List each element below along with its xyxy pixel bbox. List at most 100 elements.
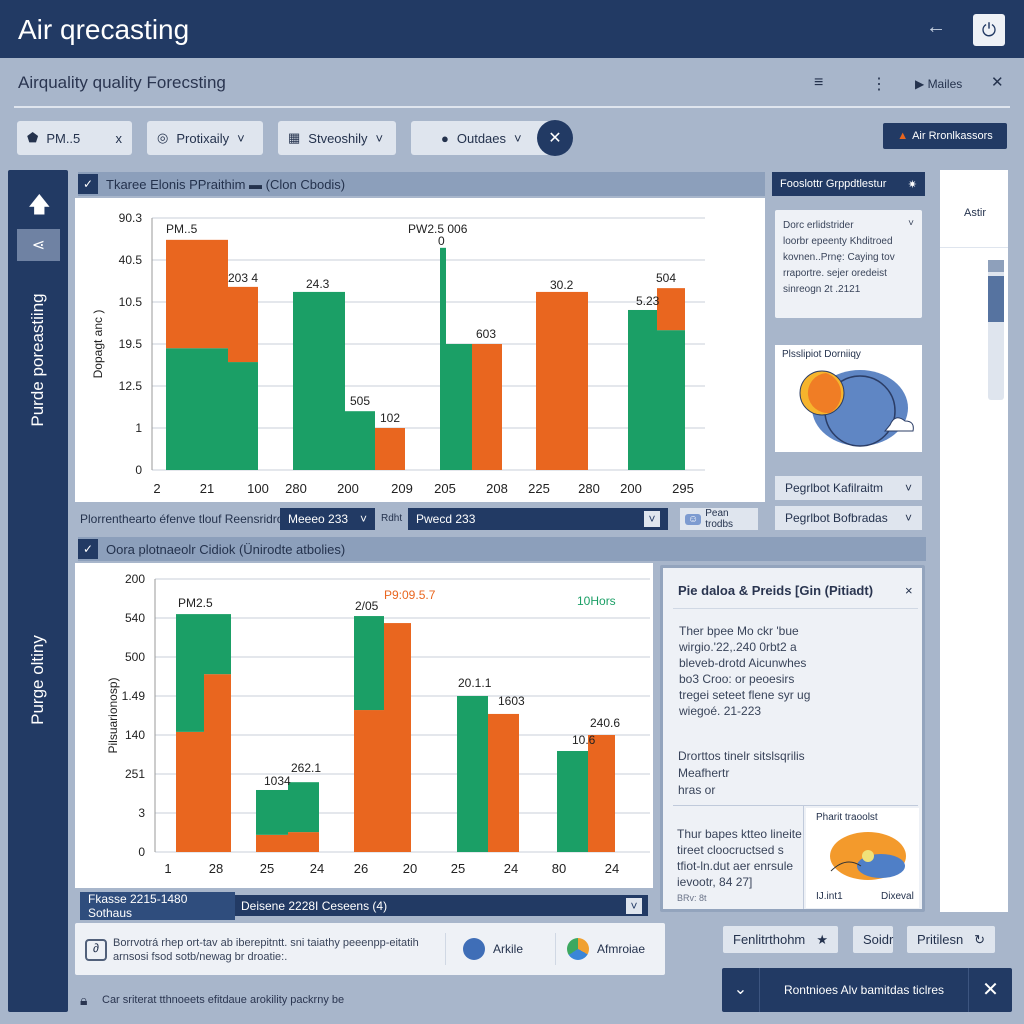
panel1-title: Tkaree Elonis PPraithim ▬ (Clon Cbodis)	[106, 176, 346, 192]
sidebar-item-quality[interactable]: Purge oltiny	[28, 635, 47, 725]
bar-green	[293, 291, 345, 470]
x-tick-label: 280	[578, 481, 600, 496]
play-icon: ▶	[915, 77, 928, 91]
arrow-left-icon[interactable]: ←	[926, 16, 946, 38]
chevron-down-icon: ˅	[375, 130, 384, 146]
far-right-label: Astir	[964, 207, 986, 219]
x-tick-label: 295	[672, 481, 694, 496]
divider	[673, 805, 918, 806]
chevron-down-icon[interactable]: ˅	[626, 897, 642, 914]
dropdown-label: Pegrlbot Bofbradas	[785, 511, 888, 525]
note: BRv: 8t	[677, 893, 707, 903]
close-icon[interactable]: ✕	[991, 74, 1004, 91]
filter-chip-pm25[interactable]: ⬟ PM..5 x	[17, 121, 132, 155]
data-label: 5.23	[636, 294, 660, 308]
card-line: Dorc erlidstrider	[783, 220, 854, 231]
list-icon[interactable]: ≡	[814, 74, 824, 91]
divider	[673, 608, 918, 609]
bar-orange	[657, 288, 685, 331]
afmroiae-link[interactable]: Afmroiae	[567, 938, 645, 960]
details-title: Pie daloa & Preids [Gin (Pitiadt)	[678, 583, 874, 598]
bar-green	[228, 362, 258, 470]
line: ievootr, 84 27]	[677, 875, 753, 889]
filter-chip-stveoshily[interactable]: ▦ Stveoshily ˅	[278, 121, 396, 155]
para-line: wirgio.'22,.240 0rbt2 a	[679, 640, 797, 654]
pritilesn-button[interactable]: Pritilesn ↻	[907, 926, 995, 953]
sidebar-item-forecasting[interactable]: Purde poreastiing	[28, 293, 47, 427]
toast-text: Rontnioes Alv bamitdas ticlres	[783, 983, 945, 997]
chart2: 200 540 500 1.49 140 251 3 0 Pilsuarionosp) 1 28 25…	[106, 572, 650, 876]
share-icon[interactable]: ⋖	[17, 229, 60, 261]
bar-green	[176, 614, 204, 732]
y-tick-label: 0	[138, 845, 145, 859]
select-value: Deisene 2228I Ceseens (4)	[241, 898, 388, 913]
line: tireet cloocructsed s	[677, 843, 784, 857]
arrow-up-icon[interactable]: 🡅	[28, 192, 51, 217]
line: Thur bapes ktteo lineite	[677, 827, 802, 841]
y-tick-label: 19.5	[119, 337, 143, 351]
close-icon[interactable]: ×	[905, 583, 913, 598]
button-label: Fenlitrthohm	[733, 932, 806, 947]
drop-icon: ⬟	[27, 130, 39, 145]
left-sidebar: 🡅 ⋖ Purde poreastiing Purge oltiny	[8, 170, 68, 1012]
power-icon[interactable]: ⏻	[973, 14, 1005, 46]
fenlitrthohm-button[interactable]: Fenlitrthohm ★	[723, 926, 838, 953]
select-pwecd[interactable]: Pwecd 233 ˅	[408, 508, 668, 530]
link-label: Afmroiae	[597, 942, 646, 956]
data-label: 102	[380, 411, 400, 425]
x-tick-label: 25	[260, 861, 274, 876]
dropdown-kafilraitm[interactable]: Pegrlbot Kafilraitm ˅	[775, 476, 922, 500]
filter-chip-protixaily[interactable]: ◎ Protixaily ˅	[147, 121, 263, 155]
bar-orange	[288, 832, 319, 852]
image-right-label: Dixeval	[881, 891, 914, 902]
clear-filters-button[interactable]: ✕	[537, 120, 573, 156]
air-button[interactable]: ▲ Air Rronlkassors	[883, 123, 1007, 149]
select-meeeo[interactable]: Meeeo 233 ˅	[280, 508, 375, 530]
scroll-up[interactable]	[988, 260, 1004, 272]
y-tick-label: 10.5	[119, 295, 143, 309]
bar-orange	[588, 735, 615, 852]
bar-orange	[204, 674, 231, 852]
scroll-thumb[interactable]	[988, 276, 1004, 322]
x-tick-label: 1	[164, 861, 171, 876]
kebab-icon[interactable]: ⋮	[871, 76, 887, 93]
chevron-down-icon[interactable]: ⌄	[722, 968, 760, 1012]
pean-button[interactable]: ☺ Pean trodbs	[680, 508, 758, 530]
y-tick-label: 540	[125, 611, 145, 625]
user-label: Mailes	[927, 77, 963, 91]
panel2-title: Oora plotnaeolr Cidiok (Ünirodte atbolie…	[106, 541, 346, 557]
y-tick-label: 40.5	[119, 253, 143, 267]
chip-close-icon[interactable]: x	[115, 130, 123, 146]
filter-chip-outdaes[interactable]: ● Outdaes ˅	[411, 121, 556, 155]
chart1-container: 90.3 40.5 10.5 19.5 12.5 1 0 Dopagt anc ) 2 21 100…	[75, 198, 765, 502]
bar-green	[288, 782, 319, 833]
alert-icon: ▲	[897, 130, 909, 142]
date-range-bar[interactable]: Fkasse 2215-1480 Sothaus Deisene 2228I C…	[80, 891, 648, 920]
x-tick-label: 100	[247, 481, 269, 496]
para-line: bleveb-drotd Aicunwhes	[679, 656, 807, 670]
y-tick-label: 0	[135, 463, 142, 477]
bar-orange	[354, 710, 384, 852]
para-line: bo3 Croo: or peoesirs	[679, 672, 795, 686]
chip-label: PM..5	[46, 130, 81, 146]
robot-icon: ☺	[685, 513, 702, 525]
chevron-down-icon[interactable]: ˅	[908, 218, 914, 229]
info-line: Borrvotrá rhep ort-tav ab iberepitntt. s…	[113, 937, 419, 949]
bar-orange	[375, 428, 405, 470]
info-text: Borrvotrá rhep ort-tav ab iberepitntt. s…	[113, 936, 419, 964]
bar-green	[256, 789, 288, 835]
info-bar: ∂ Borrvotrá rhep ort-tav ab iberepitntt.…	[75, 923, 665, 975]
chip-label: Stveoshily	[308, 130, 368, 146]
data-label: 203 4	[228, 271, 258, 285]
chip-label: Protixaily	[176, 130, 230, 146]
arkile-link[interactable]: Arkile	[463, 938, 523, 960]
card-line: loorbr epeenty Khditroed	[783, 236, 893, 247]
close-icon[interactable]: ✕	[968, 968, 1012, 1012]
dropdown-bofbradas[interactable]: Pegrlbot Bofbradas ˅	[775, 506, 922, 530]
share-circle-icon	[463, 938, 485, 960]
user-menu[interactable]: ▶ Mailes	[915, 77, 962, 91]
scrollbar[interactable]	[988, 260, 1004, 400]
soidr-button[interactable]: Soidr	[853, 926, 893, 953]
checkbox[interactable]: ✓	[78, 174, 98, 194]
checkbox[interactable]: ✓	[78, 539, 98, 559]
